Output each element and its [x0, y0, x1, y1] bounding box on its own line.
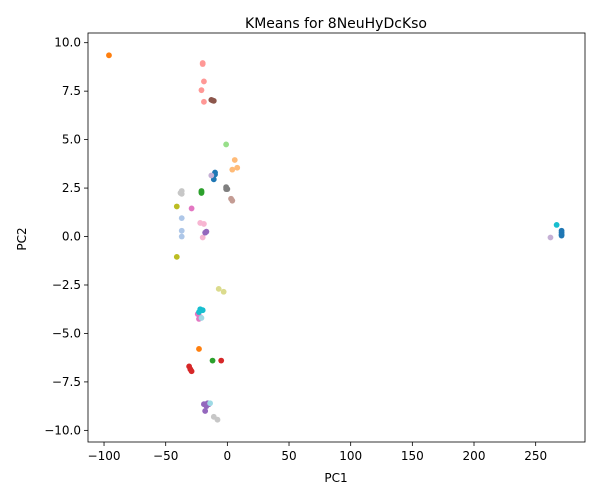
data-point — [214, 416, 221, 423]
data-point — [207, 400, 213, 407]
y-tick-label: −5.0 — [52, 326, 81, 340]
data-point — [201, 98, 207, 105]
data-point — [229, 166, 236, 173]
data-point — [201, 221, 207, 227]
data-point — [234, 164, 241, 171]
y-tick-label: 0.0 — [62, 230, 81, 244]
plot-area: −100 −50 0 50 100 150 200 250 −10.0 −7.5 −5.0 −2.5 0… — [44, 32, 586, 463]
x-tick-label: 50 — [281, 449, 296, 463]
data-point — [173, 203, 180, 210]
data-point — [201, 78, 207, 85]
data-point — [223, 141, 230, 148]
x-tick-label: 100 — [339, 449, 362, 463]
data-points — [106, 52, 565, 423]
data-point — [220, 288, 227, 295]
y-tick-label: 7.5 — [62, 84, 81, 98]
data-point — [209, 97, 216, 104]
data-point — [223, 186, 230, 192]
data-point — [178, 227, 185, 234]
y-tick-label: −7.5 — [52, 375, 81, 389]
x-tick-label: −50 — [153, 449, 178, 463]
x-tick-label: 200 — [463, 449, 486, 463]
y-tick-label: −2.5 — [52, 278, 81, 292]
x-tick-label: −100 — [88, 449, 121, 463]
data-point — [218, 357, 225, 364]
plot-frame — [87, 32, 586, 443]
data-point — [188, 368, 195, 375]
x-axis-title: PC1 — [324, 471, 347, 485]
data-point — [553, 222, 560, 228]
data-point — [178, 233, 185, 240]
data-point — [188, 205, 195, 212]
x-tick-label: 250 — [524, 449, 547, 463]
data-point — [229, 197, 236, 204]
data-point — [209, 357, 216, 364]
data-point — [208, 172, 215, 179]
y-tick-label: 5.0 — [62, 133, 81, 147]
data-point — [203, 228, 210, 235]
data-point — [231, 157, 238, 163]
data-point — [196, 346, 202, 352]
data-point — [106, 52, 112, 59]
y-tick-label: 2.5 — [62, 181, 81, 195]
y-tick-label: 10.0 — [54, 36, 81, 50]
y-axis-title: PC2 — [15, 227, 29, 250]
data-point — [178, 190, 185, 197]
data-point — [178, 215, 185, 222]
data-point — [198, 315, 205, 321]
x-tick-label: 0 — [224, 449, 232, 463]
data-point — [215, 285, 222, 292]
data-point — [202, 408, 209, 414]
x-tick-label: 150 — [401, 449, 424, 463]
data-point — [198, 87, 205, 94]
data-point — [198, 190, 205, 196]
chart-title: KMeans for 8NeuHyDcKso — [245, 16, 427, 32]
y-tick-label: −10.0 — [44, 423, 81, 437]
data-point — [173, 253, 180, 260]
data-point — [558, 232, 565, 239]
data-point — [199, 234, 206, 241]
data-point — [196, 309, 202, 316]
data-point — [547, 234, 554, 241]
data-point — [199, 61, 206, 67]
